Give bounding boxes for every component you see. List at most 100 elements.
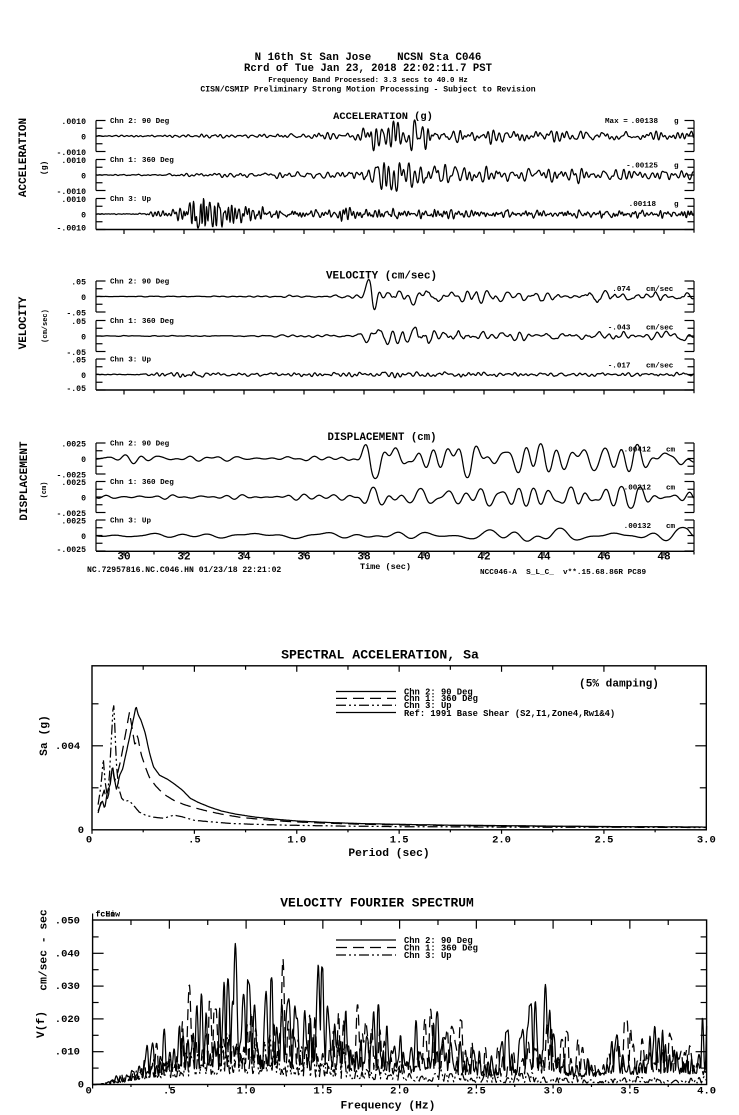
- svg-text:Chn 3: Up: Chn 3: Up: [110, 357, 151, 365]
- svg-text:Chn 3: Up: Chn 3: Up: [110, 518, 151, 526]
- svg-text:1.0: 1.0: [237, 1085, 256, 1097]
- svg-text:1.5: 1.5: [313, 1085, 332, 1097]
- svg-text:Frequency Band Processed: 3.3: Frequency Band Processed: 3.3 secs to 40…: [268, 77, 468, 85]
- svg-text:SPECTRAL ACCELERATION, Sa: SPECTRAL ACCELERATION, Sa: [281, 648, 479, 663]
- svg-text:Frequency (Hz): Frequency (Hz): [341, 1100, 436, 1112]
- svg-text:46: 46: [597, 552, 610, 564]
- svg-text:DISPLACEMENT (cm): DISPLACEMENT (cm): [327, 432, 436, 444]
- svg-text:0: 0: [81, 494, 86, 503]
- svg-text:3.0: 3.0: [544, 1085, 563, 1097]
- svg-text:0: 0: [81, 456, 86, 465]
- svg-text:-.05: -.05: [66, 309, 86, 318]
- svg-text:3.0: 3.0: [697, 835, 716, 847]
- svg-text:.0010: .0010: [61, 157, 86, 166]
- svg-text:-.0025: -.0025: [57, 510, 87, 519]
- svg-text:cm/sec - sec: cm/sec - sec: [39, 909, 51, 991]
- svg-text:.050: .050: [55, 916, 80, 928]
- svg-text:.074: .074: [612, 286, 631, 294]
- svg-text:Chn 2: 90 Deg: Chn 2: 90 Deg: [110, 279, 170, 287]
- svg-text:Chn 2: 90 Deg: Chn 2: 90 Deg: [110, 118, 170, 126]
- svg-text:-.0025: -.0025: [57, 471, 87, 480]
- svg-text:g: g: [674, 163, 679, 171]
- svg-text:Max =: Max =: [605, 118, 628, 126]
- svg-text:.5: .5: [188, 835, 201, 847]
- svg-text:fcLow: fcLow: [96, 910, 121, 920]
- svg-text:2.5: 2.5: [467, 1085, 486, 1097]
- svg-text:1.5: 1.5: [390, 835, 409, 847]
- svg-text:V(f): V(f): [36, 1011, 48, 1038]
- svg-text:cm: cm: [666, 485, 676, 493]
- svg-text:48: 48: [657, 552, 671, 564]
- svg-text:0: 0: [81, 372, 86, 381]
- svg-text:.5: .5: [163, 1085, 176, 1097]
- svg-text:40: 40: [417, 552, 430, 564]
- svg-text:-.0010: -.0010: [57, 224, 87, 233]
- svg-text:CISN/CSMIP Preliminary Strong: CISN/CSMIP Preliminary Strong Motion Pro…: [200, 86, 535, 95]
- svg-text:Chn 3: Up: Chn 3: Up: [404, 951, 452, 961]
- svg-text:-.05: -.05: [66, 385, 86, 394]
- svg-text:NC.72957816.NC.C046.HN 01/23/1: NC.72957816.NC.C046.HN 01/23/18 22:21:02: [87, 566, 281, 575]
- svg-text:.0010: .0010: [61, 196, 86, 205]
- svg-text:0: 0: [81, 211, 86, 220]
- svg-text:1.0: 1.0: [287, 835, 306, 847]
- svg-text:Period (sec): Period (sec): [348, 848, 429, 860]
- svg-text:2.5: 2.5: [594, 835, 613, 847]
- svg-text:Chn 2: 90 Deg: Chn 2: 90 Deg: [404, 936, 473, 946]
- svg-text:.0025: .0025: [61, 517, 86, 526]
- svg-text:.00118: .00118: [629, 201, 657, 209]
- svg-text:2.0: 2.0: [390, 1085, 409, 1097]
- svg-text:(5% damping): (5% damping): [579, 678, 659, 690]
- svg-text:44: 44: [537, 552, 551, 564]
- svg-text:.00212: .00212: [624, 485, 652, 493]
- svg-text:-.0010: -.0010: [57, 149, 87, 158]
- svg-text:N 16th St San Jose NCSN Sta: N 16th St San Jose NCSN Sta C046: [255, 52, 482, 64]
- svg-text:Chn 1: 360 Deg: Chn 1: 360 Deg: [110, 318, 174, 326]
- svg-text:.030: .030: [55, 981, 80, 993]
- svg-text:32: 32: [177, 552, 190, 564]
- svg-text:cm/sec: cm/sec: [646, 362, 674, 370]
- svg-text:NCC046-A S_L_C_ v**.15.68.86: NCC046-A S_L_C_ v**.15.68.86R PC89: [480, 569, 646, 577]
- svg-text:.00132: .00132: [624, 523, 652, 531]
- svg-text:Ref: 1991 Base Shear (S2,I1,Zo: Ref: 1991 Base Shear (S2,I1,Zone4,Rw1&4): [404, 709, 615, 719]
- svg-text:Chn 1: 360 Deg: Chn 1: 360 Deg: [404, 694, 478, 704]
- svg-text:.020: .020: [55, 1014, 80, 1026]
- svg-text:cm/sec: cm/sec: [646, 286, 674, 294]
- svg-text:3.5: 3.5: [620, 1085, 639, 1097]
- svg-text:36: 36: [297, 552, 310, 564]
- svg-text:(g): (g): [41, 161, 50, 175]
- svg-text:-.043: -.043: [608, 324, 631, 332]
- svg-text:cm: cm: [666, 523, 676, 531]
- svg-text:fcHi: fcHi: [96, 910, 116, 920]
- svg-text:g: g: [674, 118, 679, 126]
- svg-text:Time (sec): Time (sec): [360, 562, 411, 572]
- svg-text:.05: .05: [71, 318, 86, 327]
- svg-text:Chn 3: Up: Chn 3: Up: [404, 701, 452, 711]
- svg-text:Chn 2: 90 Deg: Chn 2: 90 Deg: [110, 441, 170, 449]
- svg-text:(cm): (cm): [41, 482, 49, 499]
- svg-text:Chn 3: Up: Chn 3: Up: [110, 196, 151, 204]
- svg-text:0: 0: [86, 835, 92, 847]
- svg-text:g: g: [674, 201, 679, 209]
- svg-text:.05: .05: [71, 356, 86, 365]
- svg-text:.0025: .0025: [61, 440, 86, 449]
- svg-text:0: 0: [81, 133, 86, 142]
- svg-text:-.0025: -.0025: [57, 546, 87, 555]
- svg-text:cm: cm: [666, 446, 676, 454]
- svg-text:VELOCITY (cm/sec): VELOCITY (cm/sec): [326, 270, 437, 282]
- svg-text:(cm/sec): (cm/sec): [42, 309, 50, 343]
- svg-text:ACCELERATION (g): ACCELERATION (g): [333, 111, 433, 123]
- svg-text:0: 0: [81, 172, 86, 181]
- svg-text:-.05: -.05: [66, 349, 86, 358]
- svg-text:30: 30: [117, 552, 130, 564]
- svg-text:.0010: .0010: [61, 118, 86, 127]
- svg-text:-.0010: -.0010: [57, 188, 87, 197]
- svg-text:DISPLACEMENT: DISPLACEMENT: [19, 441, 31, 521]
- svg-text:0: 0: [81, 333, 86, 342]
- svg-text:2.0: 2.0: [492, 835, 511, 847]
- svg-text:0: 0: [81, 533, 86, 542]
- svg-text:VELOCITY: VELOCITY: [18, 296, 30, 349]
- svg-text:4.0: 4.0: [697, 1085, 716, 1097]
- svg-text:0: 0: [78, 825, 84, 837]
- svg-text:0: 0: [81, 294, 86, 303]
- svg-text:42: 42: [477, 552, 490, 564]
